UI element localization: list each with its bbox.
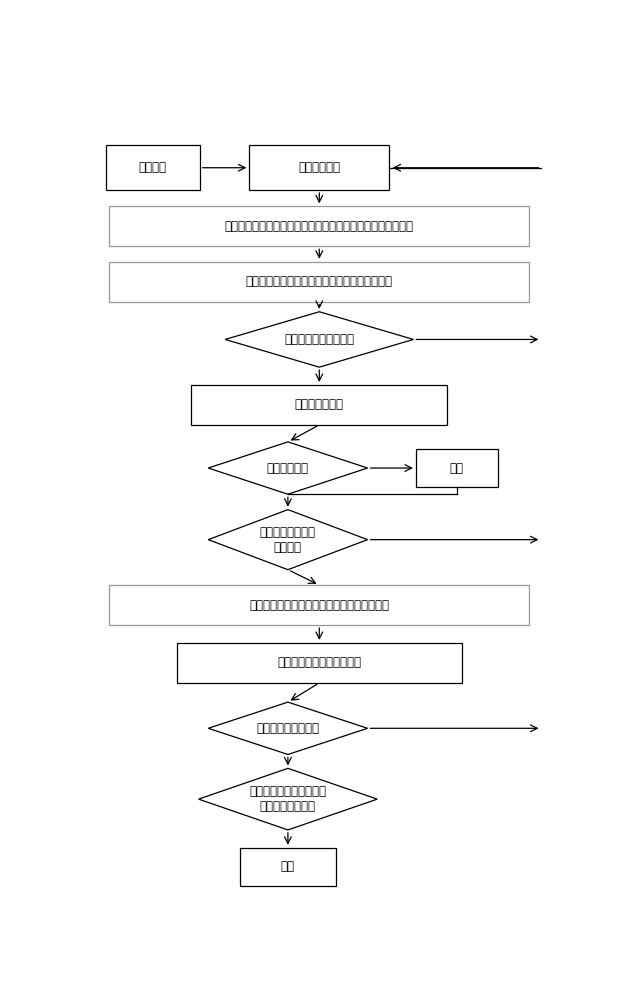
Text: 机动车减速吗: 机动车减速吗 — [267, 462, 309, 475]
FancyBboxPatch shape — [106, 145, 200, 190]
FancyBboxPatch shape — [109, 262, 530, 302]
Text: 提示机动车减速: 提示机动车减速 — [295, 398, 344, 411]
Polygon shape — [208, 442, 368, 494]
Text: 机动车越过停止线吗: 机动车越过停止线吗 — [257, 722, 320, 735]
Text: 拍照: 拍照 — [281, 860, 295, 873]
Text: 拍照: 拍照 — [450, 462, 464, 475]
Polygon shape — [208, 702, 368, 754]
Text: 连续跟踪进入人行横道预告标识线至人行横道的每一台机动车: 连续跟踪进入人行横道预告标识线至人行横道的每一台机动车 — [225, 220, 414, 233]
FancyBboxPatch shape — [109, 585, 530, 625]
FancyBboxPatch shape — [191, 385, 447, 425]
FancyBboxPatch shape — [177, 643, 462, 683]
Polygon shape — [199, 768, 378, 830]
Polygon shape — [208, 510, 368, 570]
Text: 视频跟踪单元: 视频跟踪单元 — [298, 161, 340, 174]
Text: 行人行进方向距机动车距离小于设定提示阈值: 行人行进方向距机动车距离小于设定提示阈值 — [249, 599, 389, 612]
Text: 有机动车进入跟踪范围: 有机动车进入跟踪范围 — [284, 333, 354, 346]
Text: 有行人正在通过人
行横道吗: 有行人正在通过人 行横道吗 — [260, 526, 316, 554]
Text: 连续跟踪过街等待区和进入人行横道的每一个人: 连续跟踪过街等待区和进入人行横道的每一个人 — [246, 275, 392, 288]
Text: 机动车与行人的距离小于
安全距离阈值吗》: 机动车与行人的距离小于 安全距离阈值吗》 — [249, 785, 326, 813]
Text: 同步时钟: 同步时钟 — [139, 161, 167, 174]
Polygon shape — [225, 312, 414, 367]
FancyBboxPatch shape — [240, 848, 336, 886]
FancyBboxPatch shape — [416, 449, 498, 487]
Text: 提示机动车在停止线后停车: 提示机动车在停止线后停车 — [277, 656, 361, 669]
FancyBboxPatch shape — [249, 145, 389, 190]
FancyBboxPatch shape — [109, 206, 530, 246]
